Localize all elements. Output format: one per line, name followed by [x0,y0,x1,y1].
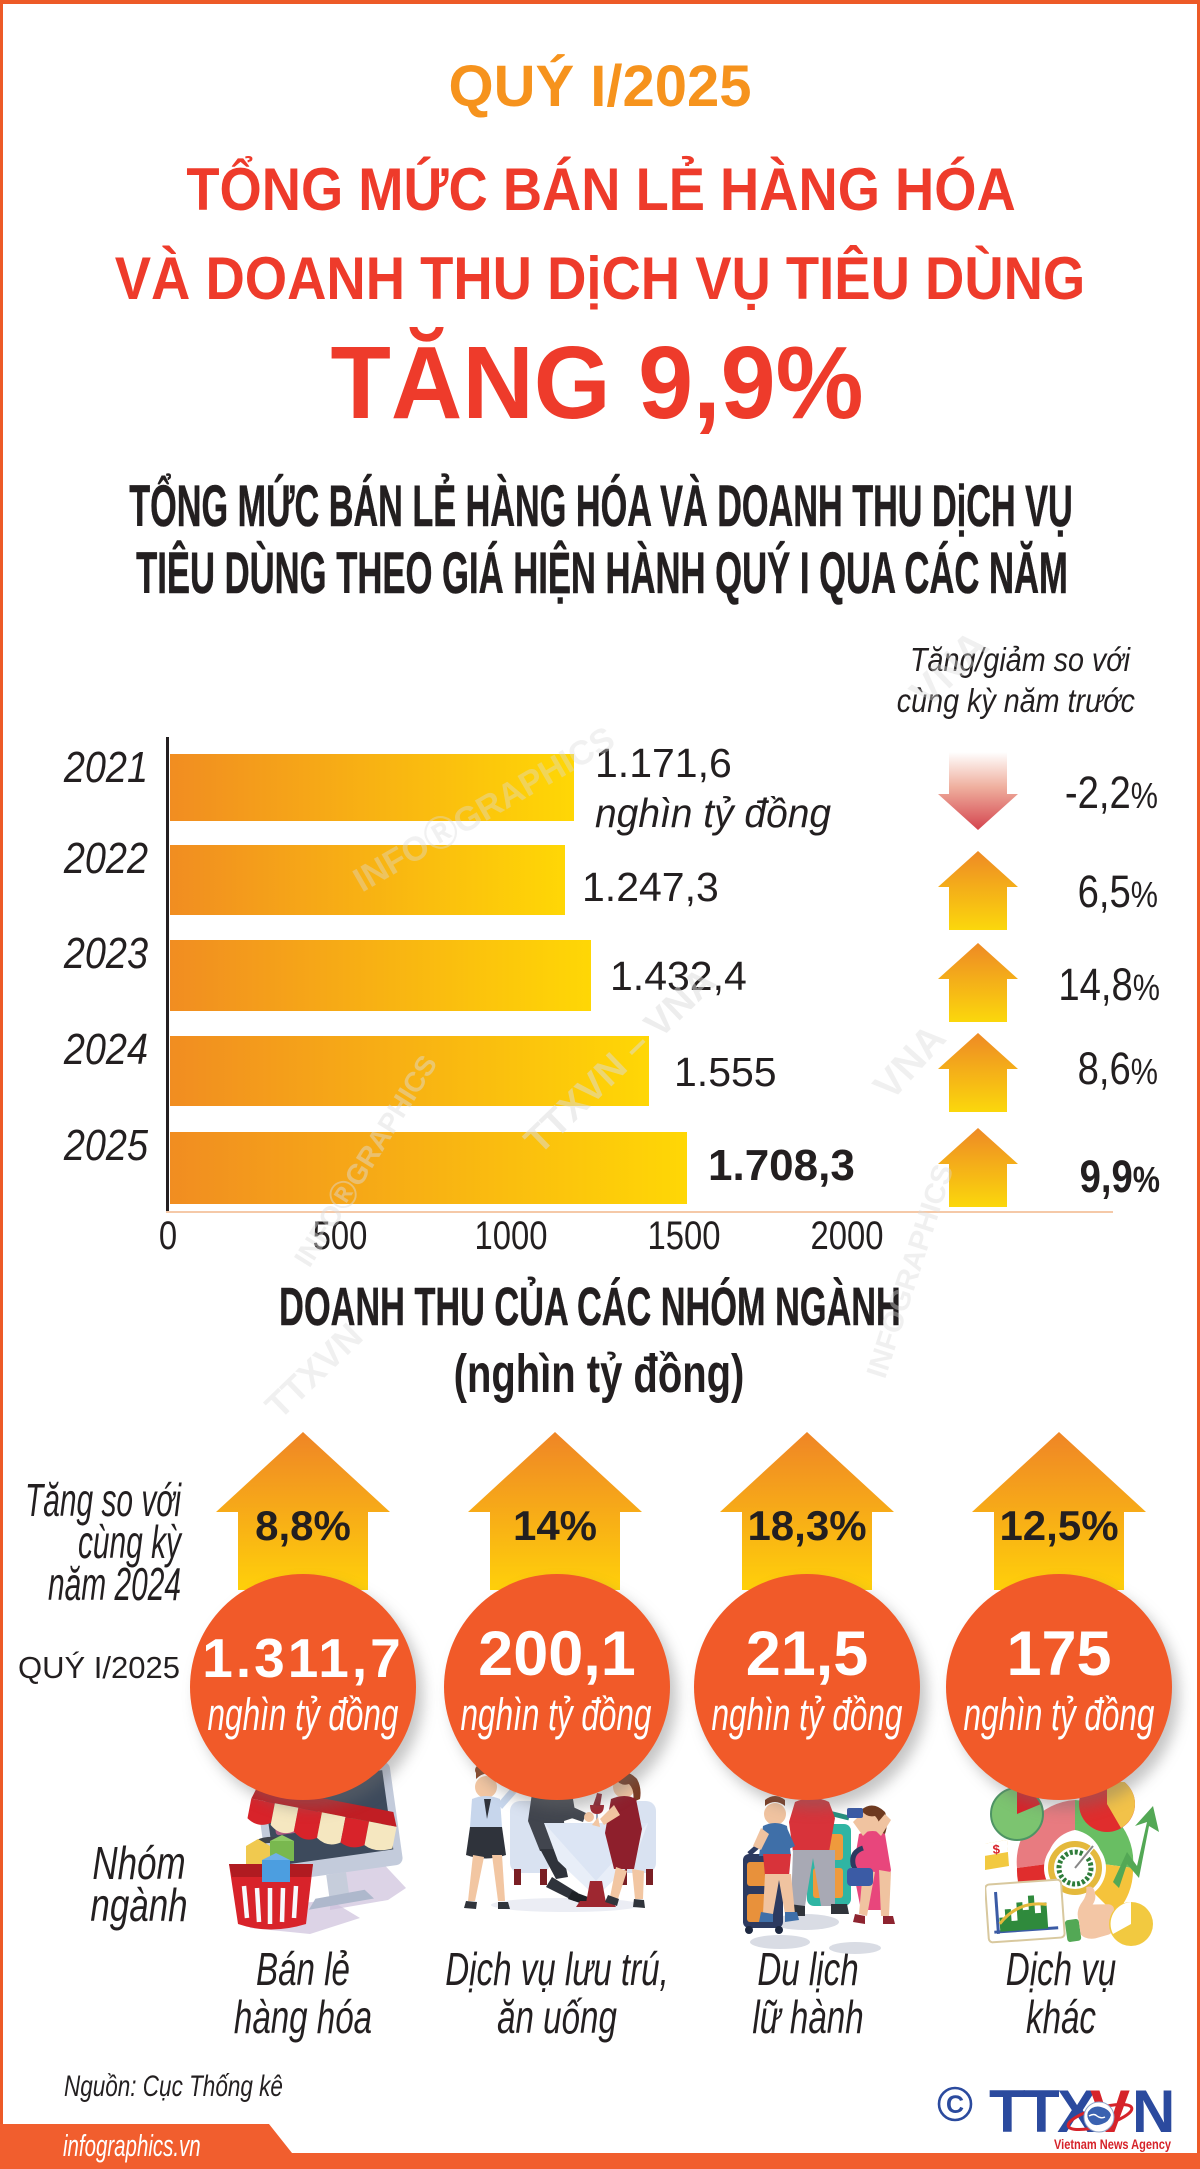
svg-text:N: N [1132,2078,1175,2145]
svg-text:C: C [946,2091,964,2119]
svg-text:$: $ [992,1841,1001,1857]
svg-text:TTX: TTX [989,2078,1097,2145]
svg-text:Vietnam News Agency: Vietnam News Agency [1054,2137,1171,2152]
